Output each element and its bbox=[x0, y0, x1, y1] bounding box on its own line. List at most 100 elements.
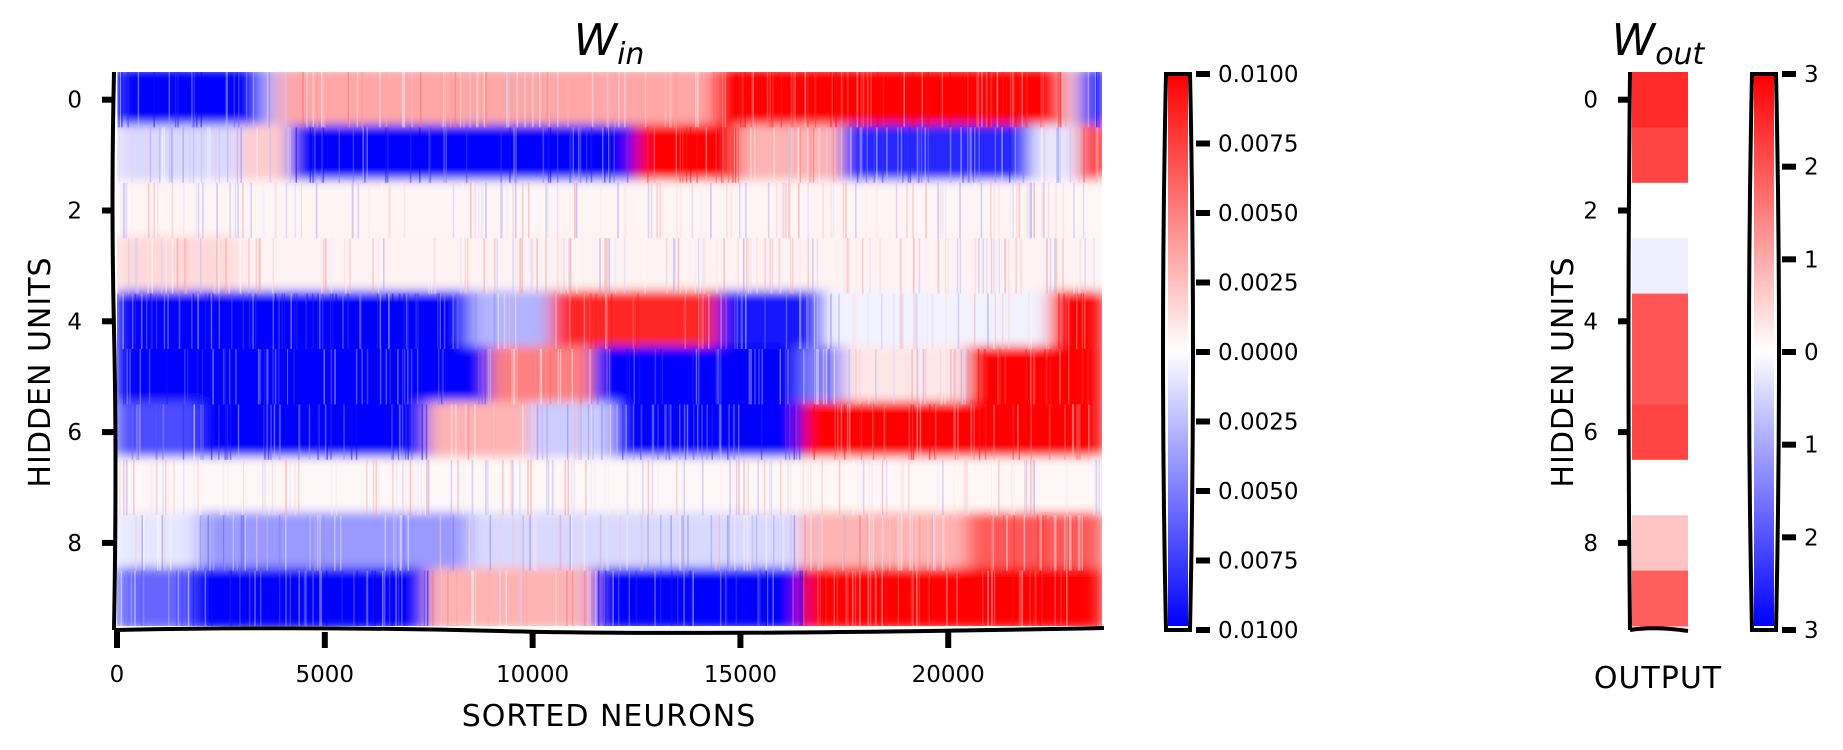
wout-colorbar-tick-label: 0 bbox=[1804, 340, 1819, 366]
win-streak bbox=[928, 404, 931, 460]
win-streak bbox=[223, 515, 226, 571]
win-streak bbox=[312, 72, 315, 128]
win-colorbar-tick-label: 0.0025 bbox=[1218, 271, 1298, 297]
win-cell-row1-seg7 bbox=[1079, 124, 1102, 186]
win-x-ticks: 0 5000 10000 15000 20000 bbox=[110, 632, 985, 688]
win-streak bbox=[978, 238, 980, 294]
win-streak bbox=[368, 182, 370, 239]
win-streak bbox=[900, 238, 903, 294]
win-streak bbox=[814, 72, 817, 128]
win-cell-row0-seg2 bbox=[277, 72, 718, 131]
win-streak bbox=[347, 293, 350, 349]
win-streak bbox=[207, 127, 209, 183]
win-streak bbox=[741, 72, 744, 128]
win-streak bbox=[160, 238, 163, 294]
win-streak bbox=[1033, 182, 1035, 239]
win-streak bbox=[856, 127, 859, 183]
win-streak bbox=[699, 238, 701, 294]
win-streak bbox=[605, 238, 608, 294]
win-streak bbox=[635, 570, 638, 626]
win-streak bbox=[803, 349, 805, 405]
win-streak bbox=[266, 349, 268, 405]
win-streak bbox=[463, 72, 465, 128]
win-streak bbox=[456, 459, 459, 516]
win-streak bbox=[881, 127, 884, 183]
win-streak bbox=[812, 127, 815, 183]
win-streak bbox=[289, 127, 292, 183]
win-streak bbox=[502, 459, 504, 516]
win-streak bbox=[326, 404, 328, 460]
win-streak bbox=[779, 459, 782, 516]
win-streak bbox=[268, 182, 271, 239]
win-cell-row0-seg0 bbox=[117, 72, 265, 131]
win-streak bbox=[936, 459, 939, 516]
win-cell-row9-seg1 bbox=[189, 567, 431, 626]
win-streak bbox=[167, 293, 169, 349]
win-streak bbox=[902, 293, 904, 349]
win-streak bbox=[437, 293, 439, 349]
win-streak bbox=[407, 515, 410, 571]
win-streak bbox=[150, 182, 152, 239]
win-streak bbox=[653, 127, 656, 183]
win-streak bbox=[421, 404, 423, 460]
win-streak bbox=[145, 293, 148, 349]
win-streak bbox=[1026, 72, 1028, 128]
win-streak bbox=[309, 127, 312, 183]
win-streak bbox=[285, 515, 287, 571]
win-streak bbox=[149, 127, 152, 183]
win-streak bbox=[654, 349, 657, 405]
win-streak bbox=[312, 127, 314, 183]
win-streak bbox=[375, 459, 378, 516]
win-streak bbox=[254, 293, 257, 349]
win-streak bbox=[1085, 182, 1087, 239]
win-streak bbox=[1061, 72, 1064, 128]
win-streak bbox=[372, 459, 375, 516]
win-streak bbox=[589, 293, 591, 349]
win-streak bbox=[204, 293, 207, 349]
win-streak bbox=[1036, 515, 1039, 571]
win-streak bbox=[695, 72, 697, 128]
win-streak bbox=[366, 349, 369, 405]
win-streak bbox=[943, 515, 945, 571]
win-streak bbox=[391, 570, 393, 626]
win-streak bbox=[660, 515, 662, 571]
win-streak bbox=[939, 182, 942, 239]
win-title-main: W bbox=[574, 15, 619, 66]
win-streak bbox=[842, 515, 844, 571]
win-streak bbox=[652, 404, 655, 460]
win-streak bbox=[676, 182, 678, 239]
win-streak bbox=[756, 238, 758, 294]
win-heatmap-cells bbox=[117, 72, 1102, 626]
win-streak bbox=[411, 404, 413, 460]
win-streak bbox=[281, 293, 284, 349]
win-cell-row8-seg2 bbox=[468, 512, 805, 574]
win-streak bbox=[567, 238, 569, 294]
win-streak bbox=[799, 127, 801, 183]
wout-heatmap-cells bbox=[1632, 72, 1688, 627]
win-streak bbox=[750, 127, 752, 183]
win-streak bbox=[601, 515, 604, 571]
win-streak bbox=[628, 570, 631, 626]
win-streak bbox=[191, 72, 193, 128]
win-streak bbox=[842, 182, 845, 239]
win-streak bbox=[1101, 293, 1102, 349]
win-streak bbox=[907, 238, 910, 294]
win-streak bbox=[521, 404, 524, 460]
win-streak bbox=[633, 349, 636, 405]
win-streak bbox=[539, 72, 541, 128]
win-streak bbox=[514, 293, 517, 349]
win-streak bbox=[289, 570, 292, 626]
win-streak bbox=[719, 570, 722, 626]
win-streak bbox=[641, 515, 644, 571]
win-streak bbox=[1057, 72, 1060, 128]
win-streak bbox=[389, 182, 392, 239]
win-cell-row5-seg5 bbox=[967, 346, 1102, 408]
win-streak bbox=[1030, 459, 1032, 516]
win-streak bbox=[822, 182, 824, 239]
win-streak bbox=[235, 349, 237, 405]
win-streak bbox=[608, 349, 611, 405]
win-streak bbox=[439, 515, 442, 571]
win-streak bbox=[637, 293, 639, 349]
win-streak bbox=[851, 570, 854, 626]
win-streak bbox=[321, 293, 324, 349]
